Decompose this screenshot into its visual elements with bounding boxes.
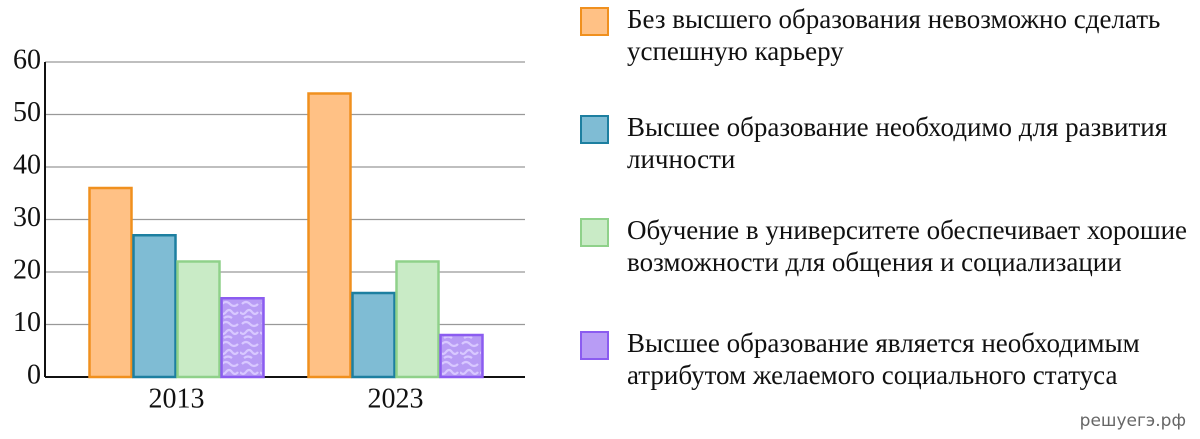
bar bbox=[307, 92, 352, 379]
bar-pattern bbox=[223, 299, 262, 376]
y-tick-label: 50 bbox=[13, 97, 41, 128]
x-tick-label: 2023 bbox=[368, 383, 424, 414]
legend-label: Без высшего образования невозможно сдела… bbox=[627, 4, 1161, 66]
chart: 0 10 20 30 40 50 60 2013 2023 bbox=[13, 44, 525, 414]
y-tick-label: 0 bbox=[27, 359, 41, 390]
bar bbox=[176, 260, 221, 379]
legend-label: Высшее образование необходимо для развит… bbox=[627, 112, 1168, 174]
x-tick-label: 2013 bbox=[149, 383, 205, 414]
legend-label: Высшее образование является необходимым … bbox=[627, 328, 1140, 390]
y-tick-label: 30 bbox=[13, 202, 41, 233]
bar bbox=[88, 186, 133, 379]
watermark: решуегэ.рф bbox=[1079, 411, 1186, 431]
legend-swatch bbox=[580, 7, 609, 36]
y-tick-label: 20 bbox=[13, 254, 41, 285]
legend-swatch bbox=[580, 115, 609, 144]
legend-item: Без высшего образования невозможно сдела… bbox=[580, 3, 1195, 67]
legend-item: Обучение в университете обеспечивает хор… bbox=[580, 214, 1195, 278]
bar bbox=[395, 260, 440, 379]
bar bbox=[132, 234, 177, 379]
y-tick-label: 10 bbox=[13, 307, 41, 338]
legend-item: Высшее образование является необходимым … bbox=[580, 327, 1195, 391]
legend-label: Обучение в университете обеспечивает хор… bbox=[627, 215, 1188, 277]
y-tick-label: 40 bbox=[13, 149, 41, 180]
legend-swatch bbox=[580, 218, 609, 247]
y-tick-label: 60 bbox=[13, 44, 41, 75]
legend-swatch bbox=[580, 331, 609, 360]
bar bbox=[351, 291, 396, 379]
bar-pattern bbox=[442, 336, 481, 376]
legend-item: Высшее образование необходимо для развит… bbox=[580, 111, 1195, 175]
